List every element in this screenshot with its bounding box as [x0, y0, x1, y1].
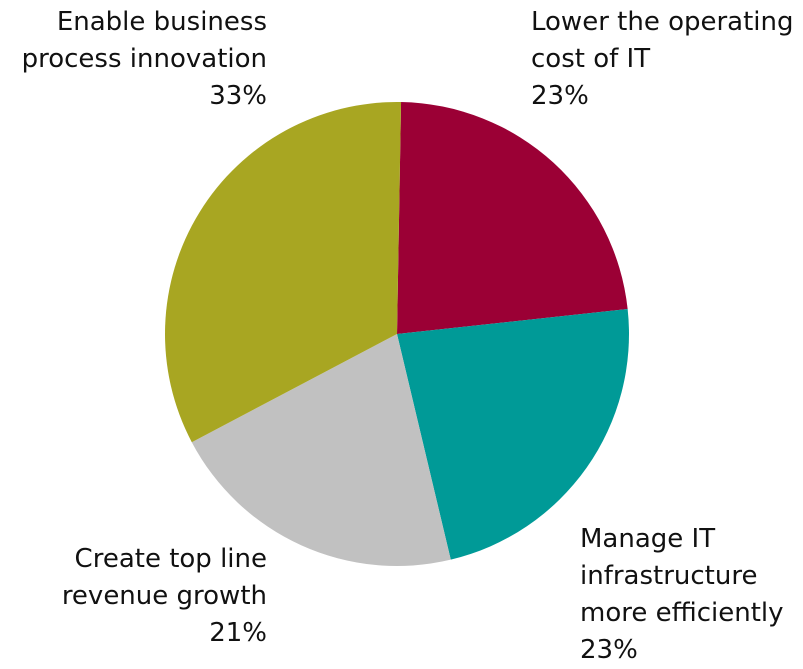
pie-slice-0	[397, 102, 628, 334]
label-line: more efficiently	[580, 598, 784, 628]
label-lower-operating-cost: Lower the operating cost of IT 23%	[531, 4, 794, 115]
pie-slice-1	[397, 308, 629, 560]
label-business-process-innovation: Enable business process innovation 33%	[22, 4, 267, 115]
value-label: 23%	[580, 635, 638, 665]
value-label: 33%	[209, 81, 267, 111]
value-label: 21%	[209, 618, 267, 648]
label-manage-it-infrastructure: Manage IT infrastructure more efficientl…	[580, 521, 784, 669]
label-line: Lower the operating	[531, 7, 794, 37]
label-line: Enable business	[56, 7, 267, 37]
label-line: Create top line	[74, 544, 267, 574]
label-line: revenue growth	[61, 581, 267, 611]
label-line: process innovation	[21, 44, 267, 74]
pie-slice-3	[165, 102, 402, 443]
label-top-line-revenue: Create top line revenue growth 21%	[62, 541, 267, 652]
pie-slice-2	[191, 334, 451, 566]
label-line: cost of IT	[531, 44, 651, 74]
label-line: infrastructure	[580, 561, 758, 591]
label-line: Manage IT	[580, 524, 716, 554]
value-label: 23%	[531, 81, 589, 111]
